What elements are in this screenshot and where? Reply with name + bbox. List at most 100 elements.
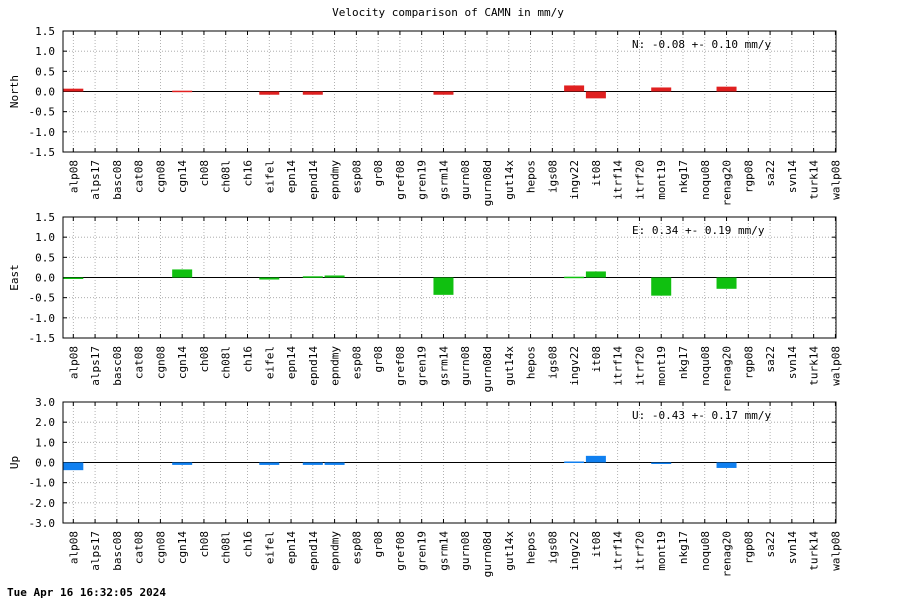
- y-tick-label: 0.5: [35, 65, 55, 78]
- x-tick-label: cgn14: [176, 531, 189, 564]
- x-tick-label: epndmy: [329, 531, 342, 571]
- x-tick-label: ingv22: [568, 346, 581, 386]
- x-tick-label: it08: [590, 160, 603, 187]
- bar-cgn14: [172, 462, 193, 465]
- x-tick-label: ch08l: [220, 346, 233, 379]
- x-tick-label: sa22: [764, 346, 777, 373]
- x-tick-label: renag20: [721, 160, 734, 206]
- x-tick-label: esp08: [350, 531, 363, 564]
- x-tick-label: it08: [590, 531, 603, 558]
- x-tick-label: gref08: [394, 531, 407, 571]
- x-tick-label: it08: [590, 346, 603, 373]
- x-tick-label: itrf20: [633, 160, 646, 200]
- x-tick-label: itrf14: [612, 160, 625, 200]
- bar-epnd14: [302, 91, 323, 95]
- bar-renag20: [716, 462, 737, 468]
- x-tick-label: renag20: [721, 531, 734, 577]
- x-tick-label: eifel: [263, 346, 276, 379]
- bar-cgn14: [172, 90, 193, 93]
- x-tick-label: eifel: [263, 160, 276, 193]
- x-tick-label: gut14x: [503, 531, 516, 571]
- bar-renag20: [716, 86, 737, 92]
- x-tick-label: gsrm14: [437, 160, 450, 200]
- y-tick-label: 1.5: [35, 211, 55, 224]
- stats-annotation: U: -0.43 +- 0.17 mm/y: [632, 409, 771, 422]
- x-tick-label: esp08: [350, 160, 363, 193]
- x-tick-label: turk14: [808, 160, 821, 200]
- x-tick-label: igs08: [546, 531, 559, 564]
- y-tick-label: 1.0: [35, 231, 55, 244]
- x-tick-label: turk14: [808, 346, 821, 386]
- x-tick-label: mont19: [655, 531, 668, 571]
- bar-alp08: [63, 88, 84, 92]
- bar-gsrm14: [433, 91, 454, 95]
- x-tick-label: ch08l: [220, 531, 233, 564]
- bar-it08: [585, 91, 606, 99]
- x-tick-label: gsrm14: [437, 531, 450, 571]
- x-tick-label: epn14: [285, 531, 298, 564]
- x-tick-label: itrf14: [612, 531, 625, 571]
- chart-title: Velocity comparison of CAMN in mm/y: [332, 6, 564, 19]
- x-tick-label: gren19: [416, 160, 429, 200]
- x-tick-label: nkg17: [677, 531, 690, 564]
- x-tick-label: ch08: [198, 346, 211, 373]
- x-tick-label: ch16: [241, 531, 254, 558]
- x-tick-label: ingv22: [568, 160, 581, 200]
- y-tick-label: -1.5: [29, 332, 56, 345]
- x-tick-label: svn14: [786, 160, 799, 193]
- y-tick-label: 1.0: [35, 45, 55, 58]
- y-tick-label: 0.0: [35, 457, 55, 470]
- x-tick-label: walp08: [829, 346, 842, 386]
- y-axis-label: North: [8, 75, 21, 108]
- x-tick-label: cgn08: [154, 160, 167, 193]
- y-tick-label: 3.0: [35, 396, 55, 409]
- y-tick-label: 0.0: [35, 272, 55, 285]
- bar-ingv22: [564, 276, 585, 279]
- x-tick-label: nkg17: [677, 346, 690, 379]
- x-tick-label: alp08: [67, 160, 80, 193]
- panel-north: 1.5 1.0 0.5 0.0 -0.5 -1.0 -1.5 alp08 alps17 basc0…: [8, 25, 842, 206]
- x-tick-label: igs08: [546, 160, 559, 193]
- x-tick-label: gurn08d: [481, 346, 494, 392]
- x-tick-label: cgn08: [154, 531, 167, 564]
- x-tick-label: hepos: [525, 531, 538, 564]
- x-tick-label: cat08: [133, 531, 146, 564]
- x-tick-label: turk14: [808, 531, 821, 571]
- x-tick-label: renag20: [721, 346, 734, 392]
- y-tick-label: -0.5: [29, 106, 56, 119]
- y-tick-label: -1.5: [29, 146, 56, 159]
- y-tick-label: 2.0: [35, 416, 55, 429]
- bar-alp08: [63, 277, 84, 279]
- y-axis-label: East: [8, 264, 21, 291]
- x-tick-label: noqu08: [699, 531, 712, 571]
- x-tick-label: alp08: [67, 346, 80, 379]
- x-tick-label: basc08: [111, 346, 124, 386]
- x-tick-label: cgn14: [176, 346, 189, 379]
- bar-epndmy: [324, 462, 345, 465]
- x-tick-label: walp08: [829, 531, 842, 571]
- stats-annotation: E: 0.34 +- 0.19 mm/y: [632, 224, 765, 237]
- x-tick-label: rgp08: [742, 531, 755, 564]
- plot-frame: [62, 216, 837, 339]
- x-tick-label: rgp08: [742, 160, 755, 193]
- x-tick-label: alps17: [89, 346, 102, 386]
- x-tick-label: sa22: [764, 531, 777, 558]
- x-tick-label: gref08: [394, 160, 407, 200]
- x-tick-label: mont19: [655, 160, 668, 200]
- x-tick-label: basc08: [111, 531, 124, 571]
- x-tick-label: gurn08: [459, 346, 472, 386]
- bar-mont19: [651, 87, 672, 92]
- y-tick-label: -1.0: [29, 477, 56, 490]
- x-tick-label: gurn08: [459, 160, 472, 200]
- x-tick-label: gref08: [394, 346, 407, 386]
- x-tick-label: epnd14: [307, 346, 320, 386]
- x-tick-label: eifel: [263, 531, 276, 564]
- x-tick-label: hepos: [525, 346, 538, 379]
- x-tick-label: basc08: [111, 160, 124, 200]
- plot-frame: [62, 401, 837, 524]
- bar-gsrm14: [433, 277, 454, 295]
- x-tick-label: gsrm14: [437, 346, 450, 386]
- panel-east: 1.5 1.0 0.5 0.0 -0.5 -1.0 -1.5 alp08 alps17 basc0…: [8, 211, 842, 392]
- x-tick-label: svn14: [786, 346, 799, 379]
